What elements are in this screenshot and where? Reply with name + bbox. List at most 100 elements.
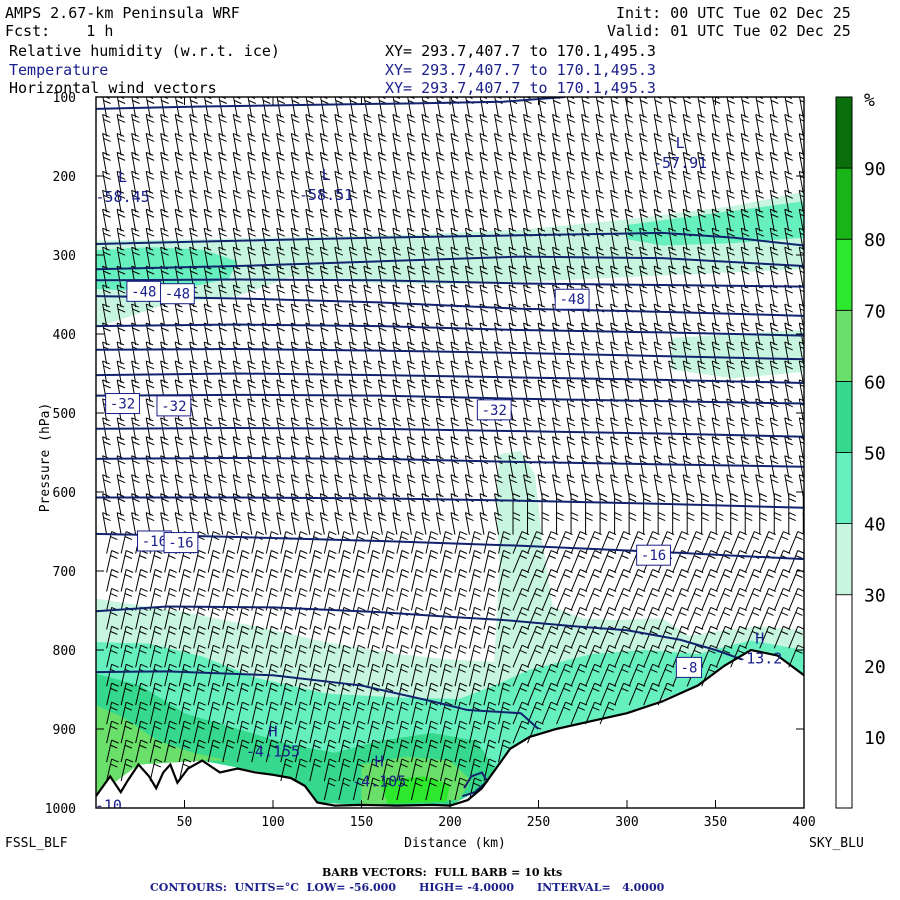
wind-barb	[178, 739, 192, 763]
wind-barb	[668, 322, 677, 346]
wind-barb	[305, 360, 315, 384]
wind-barb	[363, 512, 373, 535]
wind-barb	[381, 701, 395, 725]
wind-barb	[145, 113, 155, 137]
wind-barb	[595, 474, 605, 497]
wind-barb	[494, 360, 503, 384]
wind-barb	[769, 151, 779, 175]
wind-barb	[102, 170, 111, 194]
wind-barb	[581, 189, 590, 213]
wind-barb	[381, 739, 395, 763]
wind-barb	[439, 625, 453, 649]
wind-barb	[595, 417, 605, 440]
terrain-ground	[96, 650, 804, 808]
wind-barb	[454, 777, 468, 801]
wind-barb	[352, 739, 366, 763]
wind-barb	[740, 474, 750, 497]
wind-barb	[741, 97, 750, 118]
wind-barb	[769, 246, 779, 270]
wind-barb	[174, 360, 184, 384]
wind-barb	[135, 720, 148, 744]
wind-barb	[251, 720, 264, 744]
wind-barb	[494, 132, 503, 156]
wind-barb	[406, 208, 416, 232]
wind-barb	[769, 189, 779, 213]
wind-barb	[232, 379, 242, 402]
wind-barb	[624, 341, 634, 365]
wind-barb	[338, 777, 352, 801]
wind-barb	[377, 170, 387, 194]
x-axis-title: Distance (km)	[404, 836, 506, 851]
wind-barb	[145, 360, 155, 384]
wind-barb	[309, 569, 323, 592]
wind-barb	[610, 417, 619, 440]
wind-barb	[435, 189, 445, 213]
x-tick-label: 150	[350, 815, 373, 830]
wind-barb	[610, 474, 619, 497]
wind-barb	[294, 682, 308, 706]
wind-barb	[189, 170, 198, 194]
wind-barb	[682, 474, 692, 497]
wind-barb	[348, 474, 358, 497]
wind-barb	[160, 208, 169, 232]
wind-barb	[726, 455, 735, 478]
wind-barb	[116, 189, 126, 213]
wind-barb	[523, 436, 532, 459]
wind-barb	[595, 97, 605, 118]
wind-barb	[454, 720, 468, 744]
wind-barb	[334, 151, 344, 175]
wind-barb	[697, 113, 706, 137]
wind-barb	[682, 189, 692, 213]
x-tick-label: 50	[177, 815, 193, 830]
wind-barb	[334, 265, 344, 289]
wind-barb	[135, 587, 148, 611]
wind-barb	[352, 701, 366, 725]
wind-barb	[294, 701, 308, 725]
wind-barb	[406, 379, 416, 402]
wind-barb	[178, 606, 192, 630]
wind-barb	[410, 720, 424, 744]
wind-barb	[523, 474, 532, 497]
wind-barb	[450, 398, 460, 421]
wind-barb	[639, 113, 648, 137]
wind-barb	[232, 303, 242, 327]
wind-barb	[377, 474, 387, 497]
wind-barb	[377, 189, 387, 213]
wind-barb	[290, 208, 300, 232]
wind-barb	[537, 284, 547, 308]
wind-barb	[218, 360, 227, 384]
wind-barb	[483, 625, 497, 649]
wind-barb	[614, 493, 622, 516]
colorbar-bin	[835, 452, 853, 524]
wind-barb	[755, 208, 764, 232]
wind-barb	[236, 663, 250, 687]
wind-barb	[178, 701, 192, 725]
wind-barb	[730, 512, 738, 535]
wind-barb	[421, 227, 431, 251]
wind-barb	[290, 284, 300, 308]
wind-barb	[193, 625, 206, 649]
wind-barb	[377, 436, 387, 459]
wind-barb	[319, 284, 329, 308]
wind-barb	[392, 151, 402, 175]
wind-barb	[193, 606, 206, 630]
wind-barb	[711, 132, 721, 156]
wind-barb	[697, 132, 706, 156]
extremum-value: -4.105	[352, 773, 406, 791]
wind-barb	[222, 569, 235, 592]
wind-barb	[319, 113, 329, 137]
wind-barb	[363, 379, 373, 402]
wind-barb	[377, 113, 387, 137]
wind-barb	[218, 227, 227, 251]
wind-barb	[523, 113, 532, 137]
contour-label-box	[105, 393, 140, 415]
wind-barb	[523, 170, 532, 194]
wind-barb	[740, 151, 750, 175]
temperature-contour	[96, 427, 804, 438]
wind-barb	[352, 663, 366, 687]
wind-barb	[218, 379, 227, 402]
wind-barb	[711, 474, 721, 497]
wind-barb	[377, 341, 387, 365]
wind-barb	[251, 569, 264, 592]
wind-barb	[392, 379, 402, 402]
